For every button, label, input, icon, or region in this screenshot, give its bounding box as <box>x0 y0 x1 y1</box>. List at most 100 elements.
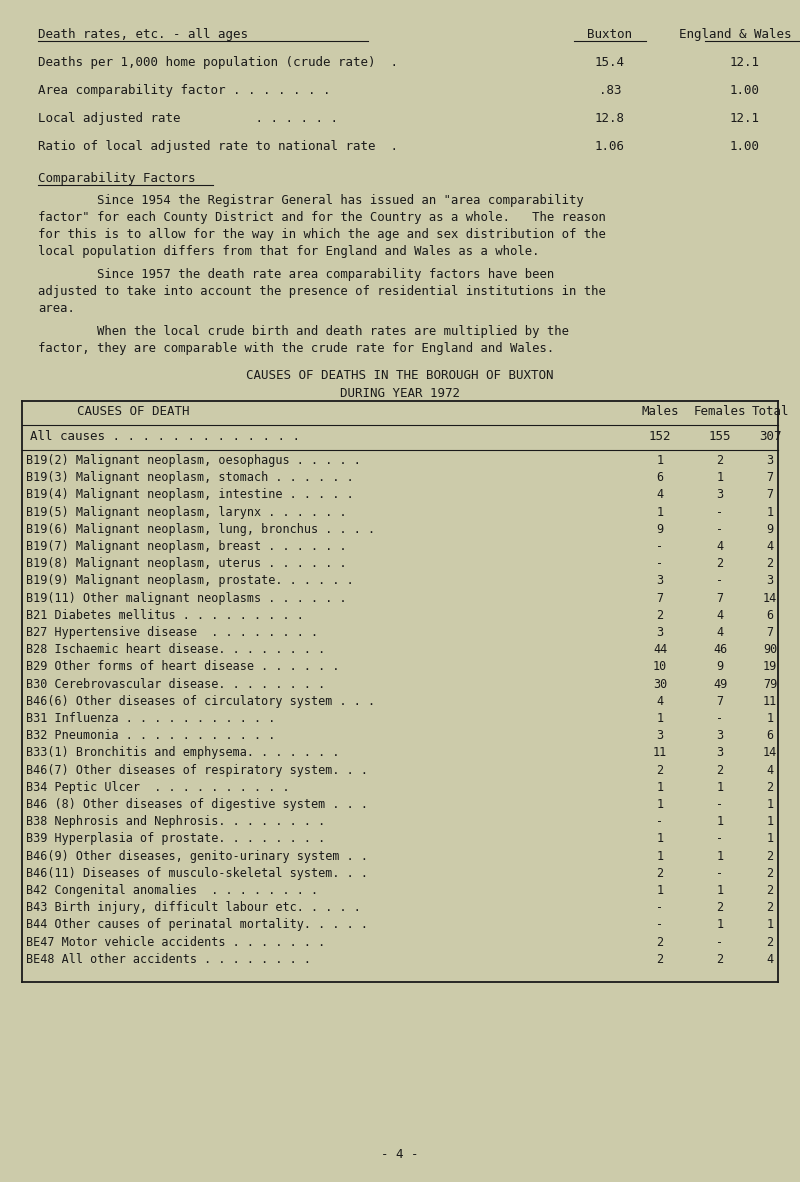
Text: B29 Other forms of heart disease . . . . . .: B29 Other forms of heart disease . . . .… <box>26 661 339 674</box>
Text: 2: 2 <box>657 936 663 949</box>
Text: .83: .83 <box>598 84 622 97</box>
Text: B42 Congenital anomalies  . . . . . . . .: B42 Congenital anomalies . . . . . . . . <box>26 884 318 897</box>
Text: 4: 4 <box>657 695 663 708</box>
Text: All causes . . . . . . . . . . . . .: All causes . . . . . . . . . . . . . <box>30 430 300 443</box>
Text: B32 Pneumonia . . . . . . . . . . .: B32 Pneumonia . . . . . . . . . . . <box>26 729 275 742</box>
Text: 6: 6 <box>766 609 774 622</box>
Text: area.: area. <box>38 301 75 314</box>
Text: 3: 3 <box>766 574 774 587</box>
Text: 1: 1 <box>657 454 663 467</box>
Text: B44 Other causes of perinatal mortality. . . . .: B44 Other causes of perinatal mortality.… <box>26 918 368 931</box>
Text: 2: 2 <box>657 953 663 966</box>
Text: 49: 49 <box>713 677 727 690</box>
Text: 2: 2 <box>657 609 663 622</box>
Text: 1: 1 <box>657 712 663 725</box>
Text: 3: 3 <box>717 746 723 759</box>
Text: 1: 1 <box>717 472 723 485</box>
Text: Death rates, etc. - all ages: Death rates, etc. - all ages <box>38 28 248 41</box>
Text: for this is to allow for the way in which the age and sex distribution of the: for this is to allow for the way in whic… <box>38 228 606 241</box>
Text: 152: 152 <box>649 430 671 443</box>
Text: -: - <box>657 918 663 931</box>
Text: 1.00: 1.00 <box>730 84 760 97</box>
Text: B19(9) Malignant neoplasm, prostate. . . . . .: B19(9) Malignant neoplasm, prostate. . .… <box>26 574 354 587</box>
Text: -: - <box>717 574 723 587</box>
Text: 1.00: 1.00 <box>730 139 760 152</box>
Text: 155: 155 <box>709 430 731 443</box>
Text: 30: 30 <box>653 677 667 690</box>
Text: B43 Birth injury, difficult labour etc. . . . .: B43 Birth injury, difficult labour etc. … <box>26 901 361 914</box>
Text: 9: 9 <box>717 661 723 674</box>
Text: factor, they are comparable with the crude rate for England and Wales.: factor, they are comparable with the cru… <box>38 342 554 355</box>
Text: CAUSES OF DEATH: CAUSES OF DEATH <box>77 405 190 418</box>
Text: 2: 2 <box>717 764 723 777</box>
Text: 1: 1 <box>657 781 663 794</box>
Text: 2: 2 <box>766 781 774 794</box>
Text: BE47 Motor vehicle accidents . . . . . . .: BE47 Motor vehicle accidents . . . . . .… <box>26 936 326 949</box>
Text: B46(6) Other diseases of circulatory system . . .: B46(6) Other diseases of circulatory sys… <box>26 695 375 708</box>
Text: 1: 1 <box>657 506 663 519</box>
Text: local population differs from that for England and Wales as a whole.: local population differs from that for E… <box>38 245 539 258</box>
Text: 1: 1 <box>657 884 663 897</box>
Text: 2: 2 <box>717 901 723 914</box>
Text: B19(2) Malignant neoplasm, oesophagus . . . . .: B19(2) Malignant neoplasm, oesophagus . … <box>26 454 361 467</box>
Text: 7: 7 <box>657 592 663 605</box>
Text: 3: 3 <box>657 626 663 639</box>
Text: 14: 14 <box>763 592 777 605</box>
Text: 2: 2 <box>657 866 663 879</box>
Text: B46(11) Diseases of musculo-skeletal system. . .: B46(11) Diseases of musculo-skeletal sys… <box>26 866 368 879</box>
Text: 10: 10 <box>653 661 667 674</box>
Text: 2: 2 <box>717 953 723 966</box>
Text: B46(9) Other diseases, genito-urinary system . .: B46(9) Other diseases, genito-urinary sy… <box>26 850 368 863</box>
Text: -: - <box>657 816 663 829</box>
Text: -: - <box>717 832 723 845</box>
Text: -: - <box>717 936 723 949</box>
Text: 1: 1 <box>766 918 774 931</box>
Text: 12.1: 12.1 <box>730 112 760 125</box>
Text: When the local crude birth and death rates are multiplied by the: When the local crude birth and death rat… <box>38 325 569 338</box>
Text: 1: 1 <box>766 506 774 519</box>
Text: -: - <box>717 522 723 535</box>
Text: 12.1: 12.1 <box>730 56 760 69</box>
Text: B19(6) Malignant neoplasm, lung, bronchus . . . .: B19(6) Malignant neoplasm, lung, bronchu… <box>26 522 375 535</box>
Text: 6: 6 <box>657 472 663 485</box>
Text: 1: 1 <box>657 798 663 811</box>
Text: 2: 2 <box>657 764 663 777</box>
Text: B19(11) Other malignant neoplasms . . . . . .: B19(11) Other malignant neoplasms . . . … <box>26 592 346 605</box>
Text: Local adjusted rate          . . . . . .: Local adjusted rate . . . . . . <box>38 112 338 125</box>
Text: B19(4) Malignant neoplasm, intestine . . . . .: B19(4) Malignant neoplasm, intestine . .… <box>26 488 354 501</box>
Text: -: - <box>717 506 723 519</box>
Text: B19(7) Malignant neoplasm, breast . . . . . .: B19(7) Malignant neoplasm, breast . . . … <box>26 540 346 553</box>
Text: 4: 4 <box>766 540 774 553</box>
Text: 1: 1 <box>657 832 663 845</box>
Text: 4: 4 <box>717 540 723 553</box>
Text: -: - <box>657 557 663 570</box>
Text: 7: 7 <box>766 472 774 485</box>
Text: 4: 4 <box>766 953 774 966</box>
Text: England & Wales: England & Wales <box>678 28 791 41</box>
Text: B33(1) Bronchitis and emphysema. . . . . . .: B33(1) Bronchitis and emphysema. . . . .… <box>26 746 339 759</box>
Text: -: - <box>657 540 663 553</box>
Text: B21 Diabetes mellitus . . . . . . . . .: B21 Diabetes mellitus . . . . . . . . . <box>26 609 304 622</box>
Text: 4: 4 <box>717 626 723 639</box>
Text: 1.06: 1.06 <box>595 139 625 152</box>
Text: adjusted to take into account the presence of residential institutions in the: adjusted to take into account the presen… <box>38 285 606 298</box>
Text: 2: 2 <box>766 936 774 949</box>
Text: 3: 3 <box>657 574 663 587</box>
Text: 1: 1 <box>717 918 723 931</box>
Text: Deaths per 1,000 home population (crude rate)  .: Deaths per 1,000 home population (crude … <box>38 56 398 69</box>
Text: 1: 1 <box>717 816 723 829</box>
Text: B19(8) Malignant neoplasm, uterus . . . . . .: B19(8) Malignant neoplasm, uterus . . . … <box>26 557 346 570</box>
Text: Total: Total <box>751 405 789 418</box>
Text: 7: 7 <box>766 626 774 639</box>
Text: - 4 -: - 4 - <box>382 1148 418 1161</box>
Text: 2: 2 <box>717 557 723 570</box>
Text: B46(7) Other diseases of respiratory system. . .: B46(7) Other diseases of respiratory sys… <box>26 764 368 777</box>
Text: 7: 7 <box>717 695 723 708</box>
Text: 1: 1 <box>766 712 774 725</box>
Text: -: - <box>717 866 723 879</box>
Text: B27 Hypertensive disease  . . . . . . . .: B27 Hypertensive disease . . . . . . . . <box>26 626 318 639</box>
Text: B30 Cerebrovascular disease. . . . . . . .: B30 Cerebrovascular disease. . . . . . .… <box>26 677 326 690</box>
Text: 2: 2 <box>766 901 774 914</box>
Text: Area comparability factor . . . . . . .: Area comparability factor . . . . . . . <box>38 84 330 97</box>
Text: 19: 19 <box>763 661 777 674</box>
